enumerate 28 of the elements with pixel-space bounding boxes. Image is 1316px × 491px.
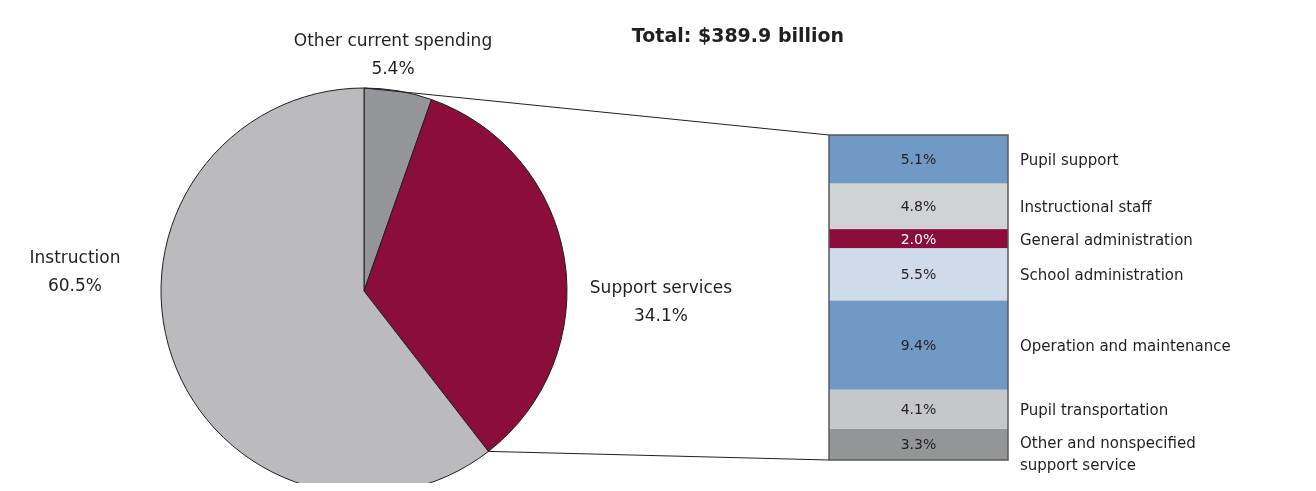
data-label: 5.5% <box>900 266 937 283</box>
series-label: Operation and maintenance <box>1020 337 1231 356</box>
data-label: 3.3% <box>900 436 937 453</box>
bar <box>829 135 1008 184</box>
bar <box>829 389 1008 429</box>
series-label: Other and nonspecified support service <box>1020 433 1196 474</box>
data-label: 4.1% <box>900 401 937 418</box>
data-label: 34.1% <box>633 305 689 325</box>
series-label: Pupil transportation <box>1020 401 1169 420</box>
data-label: 5.4% <box>371 58 415 78</box>
bar <box>829 183 1008 230</box>
slice-label: Instruction <box>29 247 121 267</box>
data-label: 2.0% <box>900 230 937 247</box>
series-label: School administration <box>1020 266 1184 285</box>
series-label: General administration <box>1020 230 1193 249</box>
bar <box>829 300 1008 390</box>
data-label: 9.4% <box>900 337 937 354</box>
bar <box>829 428 1008 460</box>
data-label: 5.1% <box>900 151 937 168</box>
bar <box>829 248 1008 301</box>
bar <box>829 229 1008 249</box>
slice-label: Support services <box>589 277 733 297</box>
data-label: 4.8% <box>900 198 937 215</box>
series-label: Pupil support <box>1020 151 1119 170</box>
series-label: Instructional staff <box>1020 198 1153 217</box>
chart-title: Total: $389.9 billion <box>631 24 845 46</box>
slice-label: Other current spending <box>293 30 493 50</box>
data-label: 60.5% <box>47 275 103 295</box>
